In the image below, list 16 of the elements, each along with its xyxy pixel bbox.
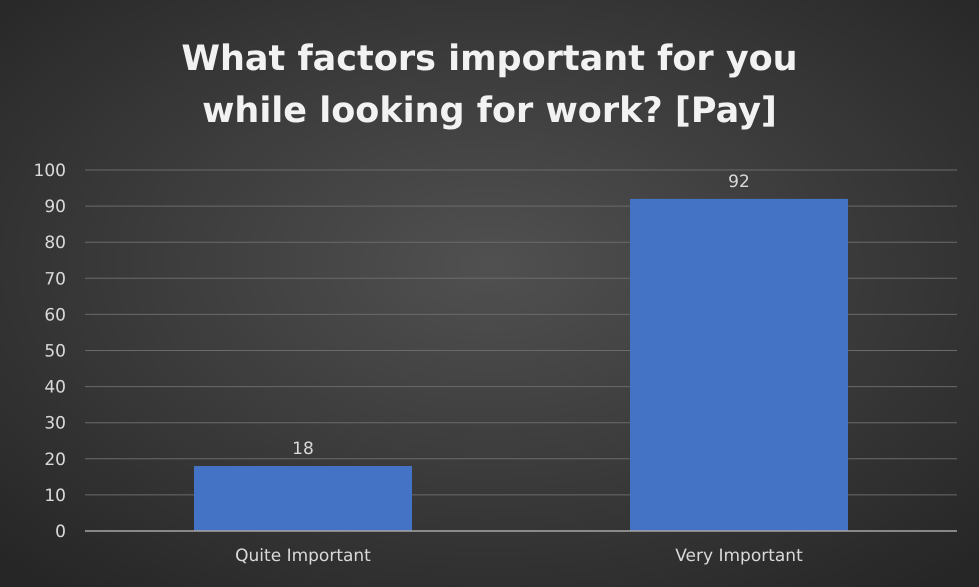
y-tick-label: 40 [44,378,66,398]
y-tick-label: 0 [55,522,66,542]
y-tick-label: 10 [44,486,66,506]
y-tick-label: 60 [44,305,66,326]
y-tick-label: 50 [44,341,66,362]
y-tick-label: 90 [44,197,66,218]
y-tick-label: 30 [44,414,66,434]
data-label: 18 [292,439,314,460]
y-tick-label: 20 [44,450,66,470]
chart-title: What factors important for you while looking for work? [Pay] [181,39,798,131]
data-label: 92 [728,172,750,192]
x-tick-label: Quite Important [235,546,372,566]
y-tick-label: 100 [34,160,66,181]
y-tick-label: 80 [44,233,66,254]
y-tick-label: 70 [44,269,66,290]
x-tick-label: Very Important [675,546,804,566]
